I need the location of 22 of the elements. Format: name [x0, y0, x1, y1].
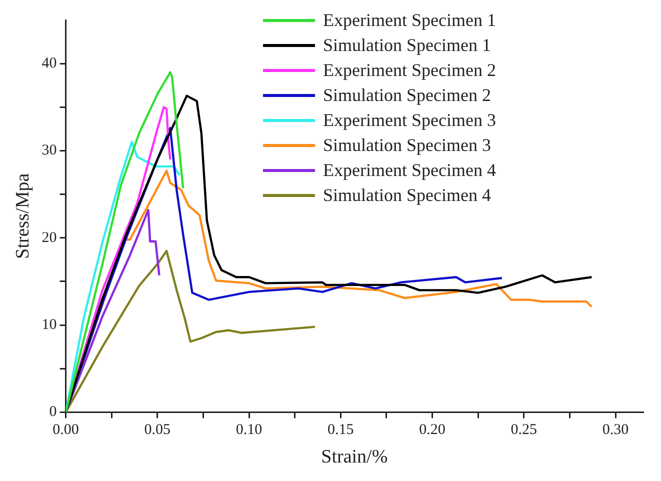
x-axis-title: Strain/%: [321, 446, 388, 468]
legend-label: Simulation Specimen 1: [323, 34, 491, 57]
legend-label: Experiment Specimen 3: [323, 109, 496, 132]
y-tick-label: 40: [42, 56, 57, 72]
x-tick-label: 0.05: [144, 422, 171, 438]
legend-label: Simulation Specimen 2: [323, 84, 491, 107]
legend-label: Experiment Specimen 4: [323, 159, 496, 182]
y-tick-label: 0: [49, 404, 57, 420]
legend-label: Simulation Specimen 4: [323, 184, 491, 207]
x-tick-label: 0.20: [419, 422, 446, 438]
y-tick-label: 10: [42, 316, 57, 333]
x-tick-label: 0.25: [510, 422, 538, 438]
legend-label: Simulation Specimen 3: [323, 134, 491, 157]
x-tick-label: 0.10: [236, 422, 262, 438]
y-tick-label: 20: [42, 230, 57, 246]
y-axis-title: Stress/Mpa: [12, 172, 34, 259]
x-tick-label: 0.15: [328, 422, 354, 438]
x-tick-label: 0.00: [52, 422, 79, 438]
legend-label: Experiment Specimen 1: [323, 9, 496, 32]
legend-label: Experiment Specimen 2: [323, 59, 496, 82]
y-tick-label: 30: [42, 142, 57, 159]
x-tick-label: 0.30: [602, 422, 629, 438]
